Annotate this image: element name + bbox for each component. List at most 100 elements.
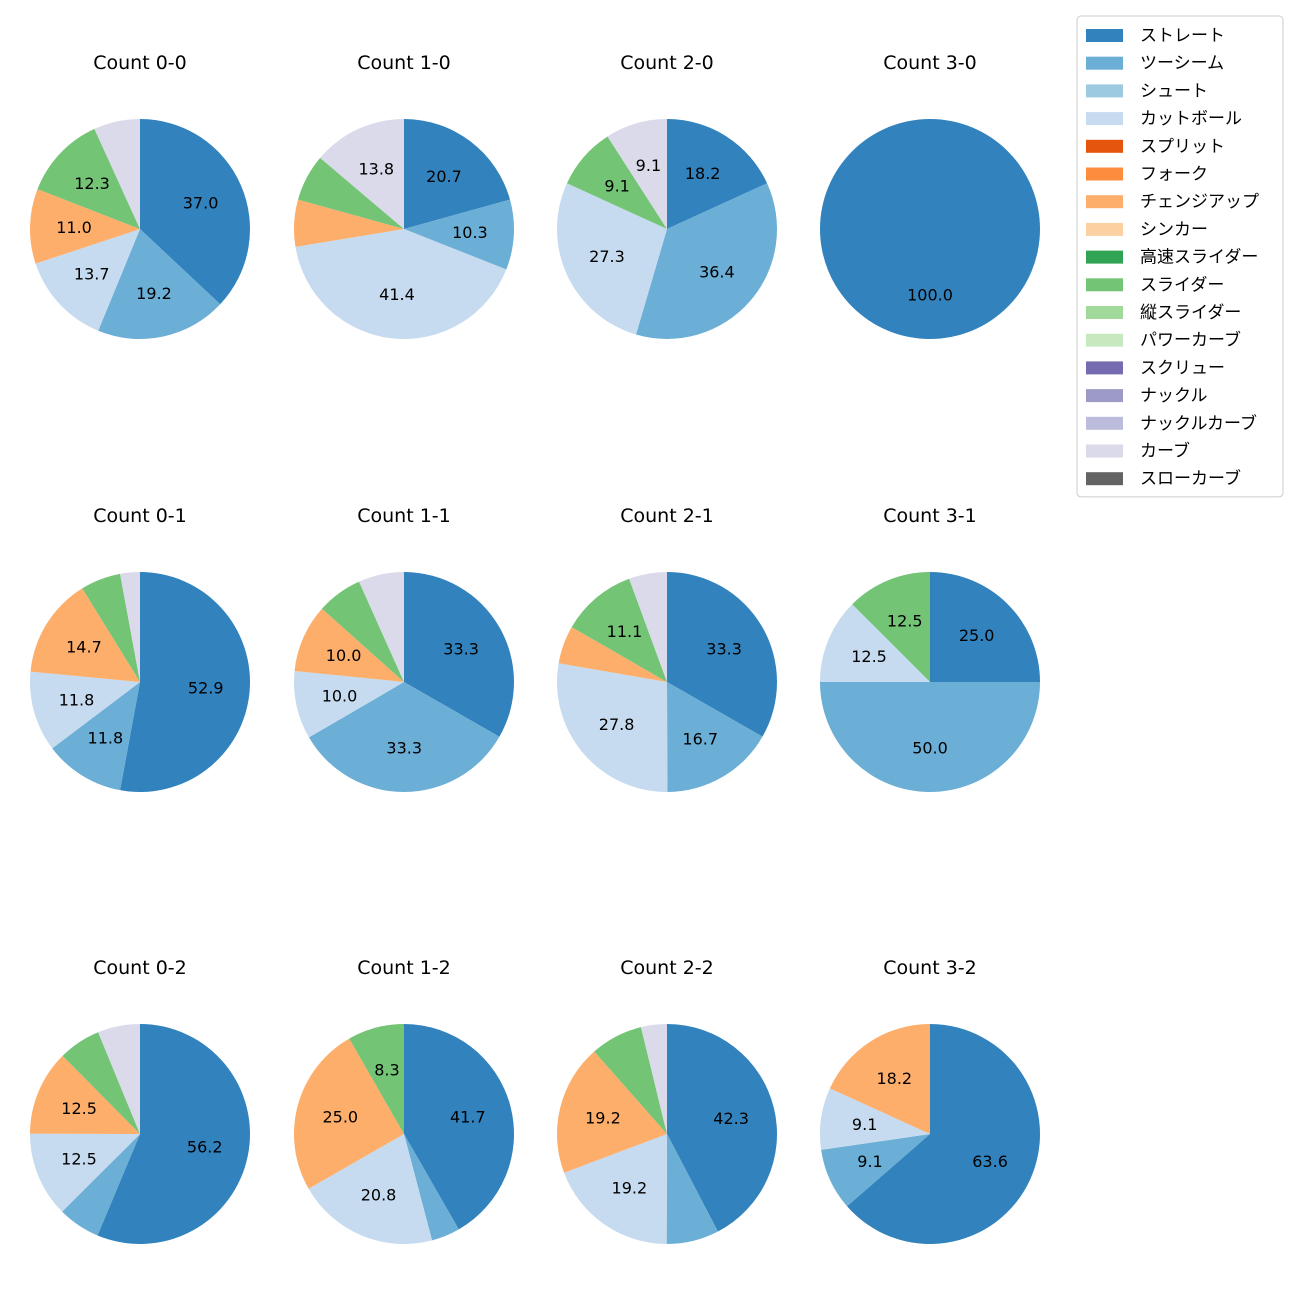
pie-slice	[308, 682, 500, 792]
slice-label: 20.8	[361, 1185, 397, 1204]
legend-label: フォーク	[1140, 165, 1208, 185]
pie-slice	[404, 1024, 515, 1230]
slice-label: 25.0	[322, 1107, 358, 1126]
legend-swatch	[1086, 84, 1123, 98]
pie-9: Count 1-2 41.7 20.8 25.0 8.3	[293, 957, 515, 1244]
pie-slice	[666, 1134, 718, 1245]
legend-swatch	[1086, 444, 1123, 458]
slice-label: 41.4	[379, 285, 415, 304]
pie-slice	[29, 189, 140, 264]
pie-title: Count 2-1	[620, 505, 714, 527]
legend: ストレートツーシームシュートカットボールスプリットフォークチェンジアップシンカー…	[1076, 15, 1284, 498]
legend-swatch	[1086, 278, 1123, 292]
slice-label: 100.0	[907, 286, 953, 305]
pie-slice	[349, 1024, 404, 1134]
legend-swatch	[1086, 195, 1123, 209]
legend-label: ナックルカーブ	[1140, 413, 1257, 434]
pie-title: Count 3-0	[883, 52, 977, 74]
slice-label: 20.7	[426, 167, 462, 186]
slice-label: 36.4	[699, 263, 735, 282]
pie-title: Count 3-2	[883, 957, 977, 979]
pie-slice	[320, 119, 404, 229]
pie-11: Count 3-2 63.6 9.1 9.1 18.2	[820, 957, 1040, 1244]
pie-title: Count 2-2	[620, 957, 714, 979]
pie-slice	[293, 670, 404, 738]
slice-label: 11.8	[59, 691, 95, 710]
slice-label: 14.7	[66, 638, 102, 657]
pie-5: Count 1-1 33.3 33.3 10.0 10.0	[293, 505, 514, 792]
slice-label: 27.8	[599, 715, 635, 734]
pie-slice	[294, 608, 404, 682]
pie-slice	[404, 119, 511, 229]
slice-label: 12.3	[74, 174, 110, 193]
pie-10: Count 2-2 42.3 19.2 19.2	[557, 957, 778, 1245]
legend-swatch	[1086, 416, 1123, 430]
pie-slice	[295, 229, 507, 340]
legend-label: スプリット	[1140, 137, 1225, 157]
legend-label: シンカー	[1140, 220, 1208, 240]
legend-swatch	[1086, 472, 1123, 486]
slice-label: 25.0	[959, 626, 995, 645]
slice-label: 9.1	[852, 1115, 877, 1134]
legend-label: スクリュー	[1140, 358, 1225, 378]
pie-slice	[294, 199, 404, 247]
legend-swatch	[1086, 389, 1123, 403]
pie-title: Count 1-1	[357, 505, 451, 527]
pie-title: Count 1-2	[357, 957, 451, 979]
slice-label: 19.2	[612, 1179, 648, 1198]
legend-label: ツーシーム	[1140, 54, 1224, 74]
legend-label: カットボール	[1140, 109, 1242, 129]
slice-label: 9.1	[857, 1152, 882, 1171]
slice-label: 42.3	[713, 1109, 749, 1128]
pie-title: Count 3-1	[883, 505, 977, 527]
slice-label: 9.1	[604, 176, 629, 195]
pie-slice	[667, 572, 777, 737]
pie-slice	[82, 573, 140, 682]
pie-slice	[820, 119, 1040, 339]
slice-label: 13.8	[358, 160, 394, 179]
pie-slice	[52, 682, 140, 791]
pie-title: Count 1-0	[357, 52, 451, 74]
pie-slice	[820, 682, 1040, 792]
legend-label: パワーカーブ	[1140, 330, 1241, 351]
legend-swatch	[1086, 29, 1123, 42]
slice-label: 12.5	[887, 612, 923, 631]
legend-label: シュート	[1140, 81, 1208, 101]
slice-label: 18.2	[876, 1069, 912, 1088]
legend-label: スローカーブ	[1140, 468, 1241, 489]
pie-0: Count 0-0 37.0 19.2 13.7 11.0 12.3	[29, 52, 250, 339]
pie-slice	[308, 1134, 433, 1244]
pie-slice	[852, 572, 930, 682]
slice-label: 11.0	[56, 218, 92, 237]
pie-slice	[667, 119, 768, 229]
pie-slice	[404, 572, 514, 737]
pie-slice	[404, 199, 514, 270]
pie-slice	[37, 128, 140, 229]
pie-slice	[667, 682, 763, 792]
pie-title: Count 0-1	[93, 505, 187, 527]
slice-label: 10.0	[322, 686, 358, 705]
pie-slice	[667, 1024, 778, 1232]
pie-slice	[35, 229, 140, 331]
pie-3: Count 3-0 100.0	[820, 52, 1040, 339]
pie-slice	[29, 671, 141, 749]
pie-1: Count 1-0 20.7 10.3 41.4 13.8	[294, 52, 514, 340]
slice-label: 11.8	[88, 729, 124, 748]
pie-title: Count 2-0	[620, 52, 714, 74]
slice-label: 8.3	[374, 1061, 399, 1080]
pie-slice	[321, 581, 404, 682]
legend-label: 縦スライダー	[1140, 303, 1241, 323]
pie-title: Count 0-2	[93, 957, 187, 979]
slice-label: 9.1	[636, 156, 661, 175]
slice-label: 10.3	[452, 223, 488, 242]
slice-label: 16.7	[682, 730, 718, 749]
pie-slice	[297, 157, 404, 229]
slice-label: 52.9	[188, 679, 224, 698]
pie-slice	[94, 119, 140, 229]
slice-label: 56.2	[187, 1138, 223, 1157]
slice-label: 33.3	[443, 639, 479, 658]
pie-7: Count 3-1 25.0 50.0 12.512.5	[819, 505, 1040, 792]
pie-slice	[557, 183, 667, 335]
legend-swatch	[1086, 306, 1123, 319]
